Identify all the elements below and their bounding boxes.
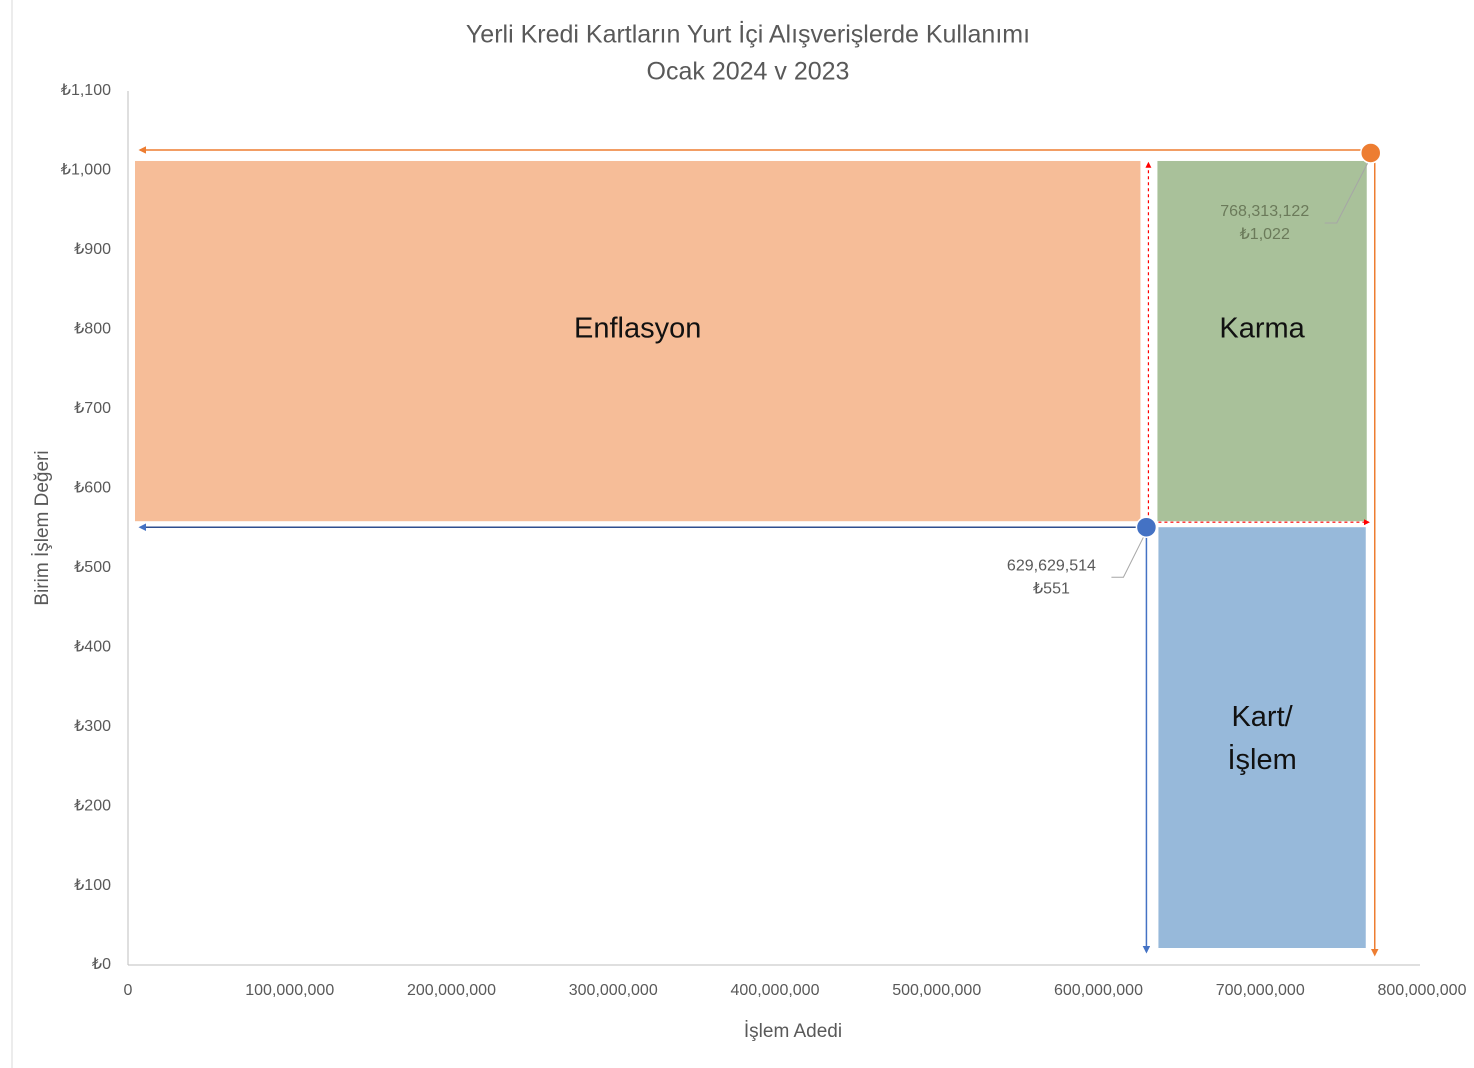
y-tick-label: ₺300 <box>74 718 111 735</box>
data-label: 768,313,122 <box>1220 203 1309 220</box>
data-label: 629,629,514 <box>1007 557 1096 574</box>
x-tick-label: 800,000,000 <box>1378 982 1467 999</box>
data-label: ₺1,022 <box>1240 226 1290 243</box>
y-tick-label: ₺0 <box>92 956 111 973</box>
region <box>1157 160 1367 522</box>
y-tick-label: ₺1,100 <box>61 82 111 99</box>
leader-line <box>1111 534 1145 578</box>
y-tick-label: ₺600 <box>74 479 111 496</box>
y-tick-label: ₺700 <box>74 400 111 417</box>
point <box>1359 142 1382 164</box>
region-label: İşlem <box>1227 743 1296 776</box>
x-tick-label: 400,000,000 <box>731 982 820 999</box>
leader-line <box>1324 160 1370 224</box>
chart-title: Yerli Kredi Kartların Yurt İçi Alışveriş… <box>466 20 1030 49</box>
y-tick-label: ₺500 <box>74 559 111 576</box>
region-label: Karma <box>1219 313 1305 345</box>
regions: Enflasyon Karma Kart/İşlem <box>135 160 1367 948</box>
x-tick-label: 200,000,000 <box>407 982 496 999</box>
data-label: ₺551 <box>1033 580 1070 597</box>
point <box>1135 516 1158 538</box>
y-tick-label: ₺200 <box>74 797 111 814</box>
y-tick-label: ₺800 <box>74 321 111 338</box>
y-tick-label: ₺400 <box>74 638 111 655</box>
x-tick-label: 500,000,000 <box>892 982 981 999</box>
x-tick-label: 100,000,000 <box>245 982 334 999</box>
chart-subtitle: Ocak 2024 v 2023 <box>647 58 850 86</box>
y-axis-title: Birim İşlem Değeri <box>32 450 53 605</box>
y-tick-label: ₺1,000 <box>61 162 111 179</box>
region <box>1158 527 1366 948</box>
chart-frame <box>11 0 13 1068</box>
x-tick-label: 300,000,000 <box>569 982 658 999</box>
region <box>135 160 1141 522</box>
y-tick-label: ₺100 <box>74 877 111 894</box>
x-tick-label: 0 <box>124 982 133 999</box>
y-tick-label: ₺900 <box>74 241 111 258</box>
x-tick-label: 700,000,000 <box>1216 982 1305 999</box>
x-axis-title: İşlem Adedi <box>744 1021 842 1042</box>
region-label: Enflasyon <box>574 313 701 345</box>
x-tick-label: 600,000,000 <box>1054 982 1143 999</box>
region-label: Kart/ <box>1231 701 1293 733</box>
